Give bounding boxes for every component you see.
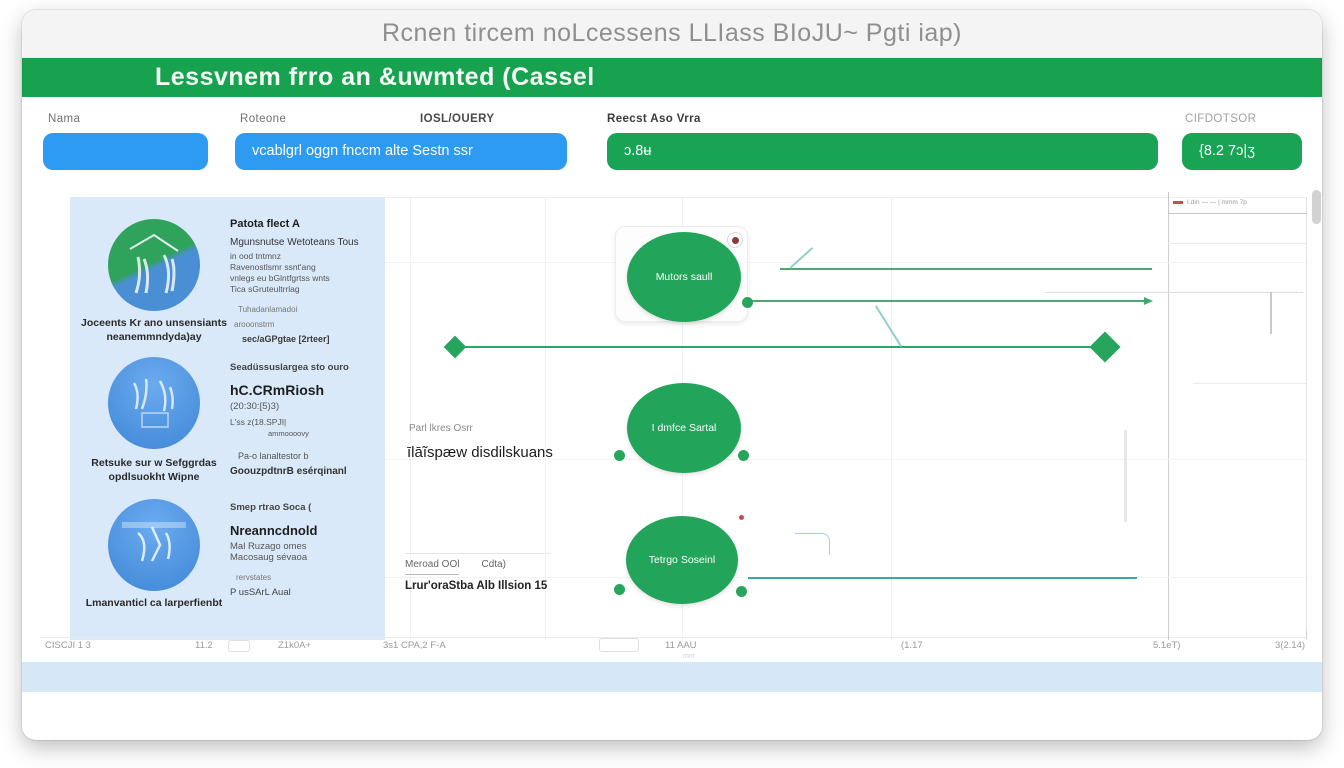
node-port-dot: [614, 450, 625, 461]
cifdotsor-input[interactable]: {8.2 7ɔ|ʒ: [1182, 133, 1302, 170]
axis-tick: Z1k0A+: [278, 640, 312, 651]
profile-1-details: Patota flect A Mgunsnutse Wetoteans Tous…: [230, 218, 382, 344]
grid-line: [385, 459, 1306, 460]
grid-line-major: [1168, 197, 1169, 640]
axis-tick: (1.17: [901, 640, 923, 651]
gantt-bar: [1270, 292, 1272, 334]
detail-tabs: Meroad OOl Cdta) Lrur'oraStba Alb Illsio…: [405, 553, 551, 592]
grid-line: [1168, 243, 1306, 244]
axis-tick: 3s1 CPA,2 F-A: [383, 640, 446, 651]
banner: Lessvnem frro an &uwmted (Cassel: [22, 58, 1322, 97]
axis-tick: 3(2.14): [1275, 640, 1306, 651]
alert-dot: [739, 515, 744, 520]
name-label: Nama: [48, 113, 81, 125]
figures-image: [132, 378, 174, 428]
profile-2-details: Seadüssuslargea sto ouro hC.CRmRiosh (20…: [230, 362, 382, 477]
legend: I.dın ⎯⎯ ⎯⎯ | mmm 7p: [1168, 192, 1307, 214]
tabs-caption: Lrur'oraStba Alb Illsion 15: [405, 580, 548, 592]
grid-line: [385, 262, 1306, 263]
profile-3-avatar: [108, 499, 200, 591]
rotone-label: Roteone: [240, 113, 287, 125]
name-input[interactable]: [43, 133, 208, 170]
titlebar: Rcnen tircem noLcessens LLIass BIoJU~ Pg…: [22, 10, 1322, 58]
axis-tick: CISCJI 1 3: [45, 640, 91, 651]
node-port-dot: [738, 450, 749, 461]
axis-tick: 11 AAU: [665, 640, 697, 651]
profile-1-title: Patota flect A: [230, 218, 300, 230]
connector-segment: [875, 305, 903, 347]
bottom-strip: [22, 662, 1322, 692]
node-port-dot: [736, 586, 747, 597]
grid-line: [1045, 292, 1303, 293]
banner-title: Lessvnem frro an &uwmted (Cassel: [155, 63, 595, 91]
legend-marker-icon: [1173, 201, 1183, 204]
diagram-node-1[interactable]: Mutors saull: [627, 232, 741, 322]
tab-cdta[interactable]: Cdta): [481, 559, 506, 570]
arrow-head-icon: [1144, 297, 1153, 305]
grid-line: [891, 197, 892, 640]
profile-3-details: Smep rtrao Soca ( Nreanncdnold Mal Ruzag…: [230, 502, 382, 598]
axis-tick-mark: [1306, 631, 1307, 638]
recast-label: Reecst Aso Vrra: [607, 113, 701, 125]
timeline-line: [462, 346, 1107, 348]
rotone-input[interactable]: vcablgrl oggn fnccm alte Sestn ssr: [235, 133, 567, 170]
josuery-label: IOSL/OUERY: [420, 113, 495, 125]
recast-input[interactable]: ɔ.8ʉ: [607, 133, 1158, 170]
connector-line: [780, 268, 1152, 270]
node-port-dot: [614, 584, 625, 595]
grid-line: [545, 197, 546, 640]
node-port-dot: [742, 297, 753, 308]
profile-1-caption: Joceents Kr ano unsensiants neanemmndyda…: [81, 317, 227, 343]
grid-line: [1193, 383, 1306, 384]
profile-3-title: Nreanncdnold: [230, 523, 318, 538]
axis-marker-box: [228, 640, 250, 652]
app-window: Rcnen tircem noLcessens LLIass BIoJU~ Pg…: [22, 10, 1322, 740]
plot-right-border: [1306, 197, 1307, 640]
grid-line: [385, 197, 1306, 198]
axis-tick: 11.2: [195, 640, 213, 651]
window-title: Rcnen tircem noLcessens LLIass BIoJU~ Pg…: [381, 19, 963, 47]
axis-tick: 5.1eT): [1153, 640, 1181, 651]
connector-segment: [789, 247, 813, 269]
record-icon[interactable]: [727, 232, 743, 248]
axis-line: [40, 637, 1306, 638]
connector-line: [748, 577, 1137, 579]
detail-eyebrow: Parl lkres Osrr: [409, 423, 473, 434]
tab-meroad[interactable]: Meroad OOl: [405, 559, 460, 575]
profile-2-title: hC.CRmRiosh: [230, 382, 325, 398]
axis-marker-box: [599, 638, 639, 652]
diagram-node-2[interactable]: I dmfce Sartal: [627, 383, 741, 473]
profile-2-caption: Retsuke sur w Sefggrdas opdlsuokht Wipne: [91, 457, 217, 483]
mountain-figures-image: [129, 233, 179, 294]
scrollbar-thumb[interactable]: [1312, 190, 1321, 224]
timeline-start-diamond: [443, 335, 467, 359]
figures-image: [122, 522, 186, 562]
gantt-bar: [1124, 430, 1127, 522]
profile-1-avatar: [108, 219, 200, 311]
connector-line: [748, 300, 1147, 302]
diagram-node-3[interactable]: Tetrgo Soseinl: [626, 516, 738, 604]
elbow-connector: [795, 533, 830, 555]
grid-line: [410, 197, 411, 640]
timeline-end-diamond: [1089, 331, 1121, 363]
cifdotsor-label: CIFDOTSOR: [1185, 113, 1257, 125]
profile-3-caption: Lmanvanticl ca larperfienbt: [85, 597, 223, 609]
legend-text: I.dın ⎯⎯ ⎯⎯ | mmm 7p: [1187, 198, 1247, 206]
detail-title: īlāĩspæw disdilskuans: [407, 444, 553, 461]
axis-tick-mark: [1168, 631, 1169, 638]
axis-sub-label: mm: [683, 653, 695, 660]
profile-2-avatar: [108, 357, 200, 449]
